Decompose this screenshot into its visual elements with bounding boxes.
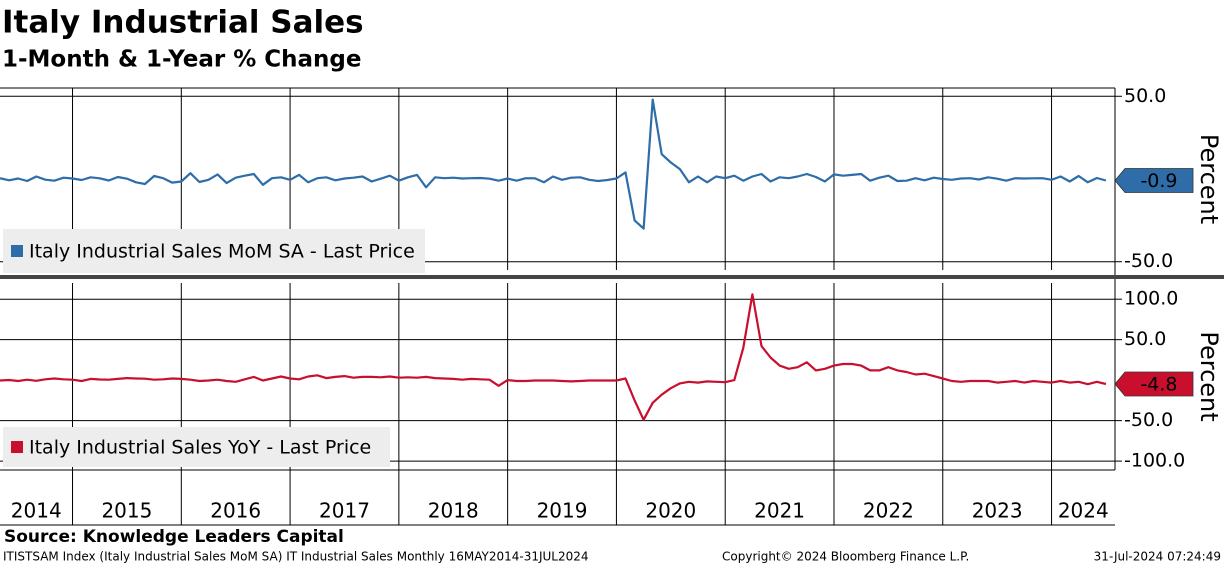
x-tick-label: 2021 xyxy=(754,499,805,523)
y-tick-label: 100.0 xyxy=(1124,288,1178,310)
y-axis-label: Percent xyxy=(1195,134,1223,224)
footer-copyright: Copyright© 2024 Bloomberg Finance L.P. xyxy=(722,550,969,564)
chart-subtitle: 1-Month & 1-Year % Change xyxy=(2,47,362,73)
legend-box xyxy=(3,427,390,467)
y-tick-label: 50.0 xyxy=(1124,328,1166,350)
legend-box xyxy=(3,229,425,273)
footer-timestamp: 31-Jul-2024 07:24:49 xyxy=(1094,550,1221,564)
legend-label: Italy Industrial Sales YoY - Last Price xyxy=(29,437,371,459)
last-value-label: -0.9 xyxy=(1140,170,1177,192)
y-axis-label: Percent xyxy=(1195,331,1223,421)
x-tick-label: 2018 xyxy=(428,499,479,523)
x-tick-label: 2016 xyxy=(210,499,261,523)
y-tick-label: -50.0 xyxy=(1124,250,1173,272)
legend-swatch xyxy=(11,441,23,453)
x-tick-label: 2015 xyxy=(101,499,152,523)
x-tick-label: 2020 xyxy=(645,499,696,523)
y-tick-label: -100.0 xyxy=(1124,450,1185,472)
legend-label: Italy Industrial Sales MoM SA - Last Pri… xyxy=(29,241,415,263)
y-tick-label: 50.0 xyxy=(1124,85,1166,107)
x-tick-label: 2023 xyxy=(972,499,1023,523)
last-value-box xyxy=(1114,168,1194,193)
y-tick-label: -50.0 xyxy=(1124,409,1173,431)
x-tick-label: 2024 xyxy=(1058,499,1109,523)
x-tick-label: 2019 xyxy=(537,499,588,523)
chart-title: Italy Industrial Sales xyxy=(2,5,364,41)
x-tick-label: 2014 xyxy=(11,499,62,523)
legend-swatch xyxy=(11,245,23,257)
last-value-box xyxy=(1114,371,1194,397)
x-tick-label: 2022 xyxy=(863,499,914,523)
footer-index: ITISTSAM Index (Italy Industrial Sales M… xyxy=(3,550,589,564)
data-line xyxy=(0,98,1107,230)
x-tick-label: 2017 xyxy=(319,499,370,523)
source: Source: Knowledge Leaders Capital xyxy=(4,527,344,547)
data-line xyxy=(0,293,1107,421)
panel-separator xyxy=(0,275,1224,279)
last-value-label: -4.8 xyxy=(1140,374,1177,396)
